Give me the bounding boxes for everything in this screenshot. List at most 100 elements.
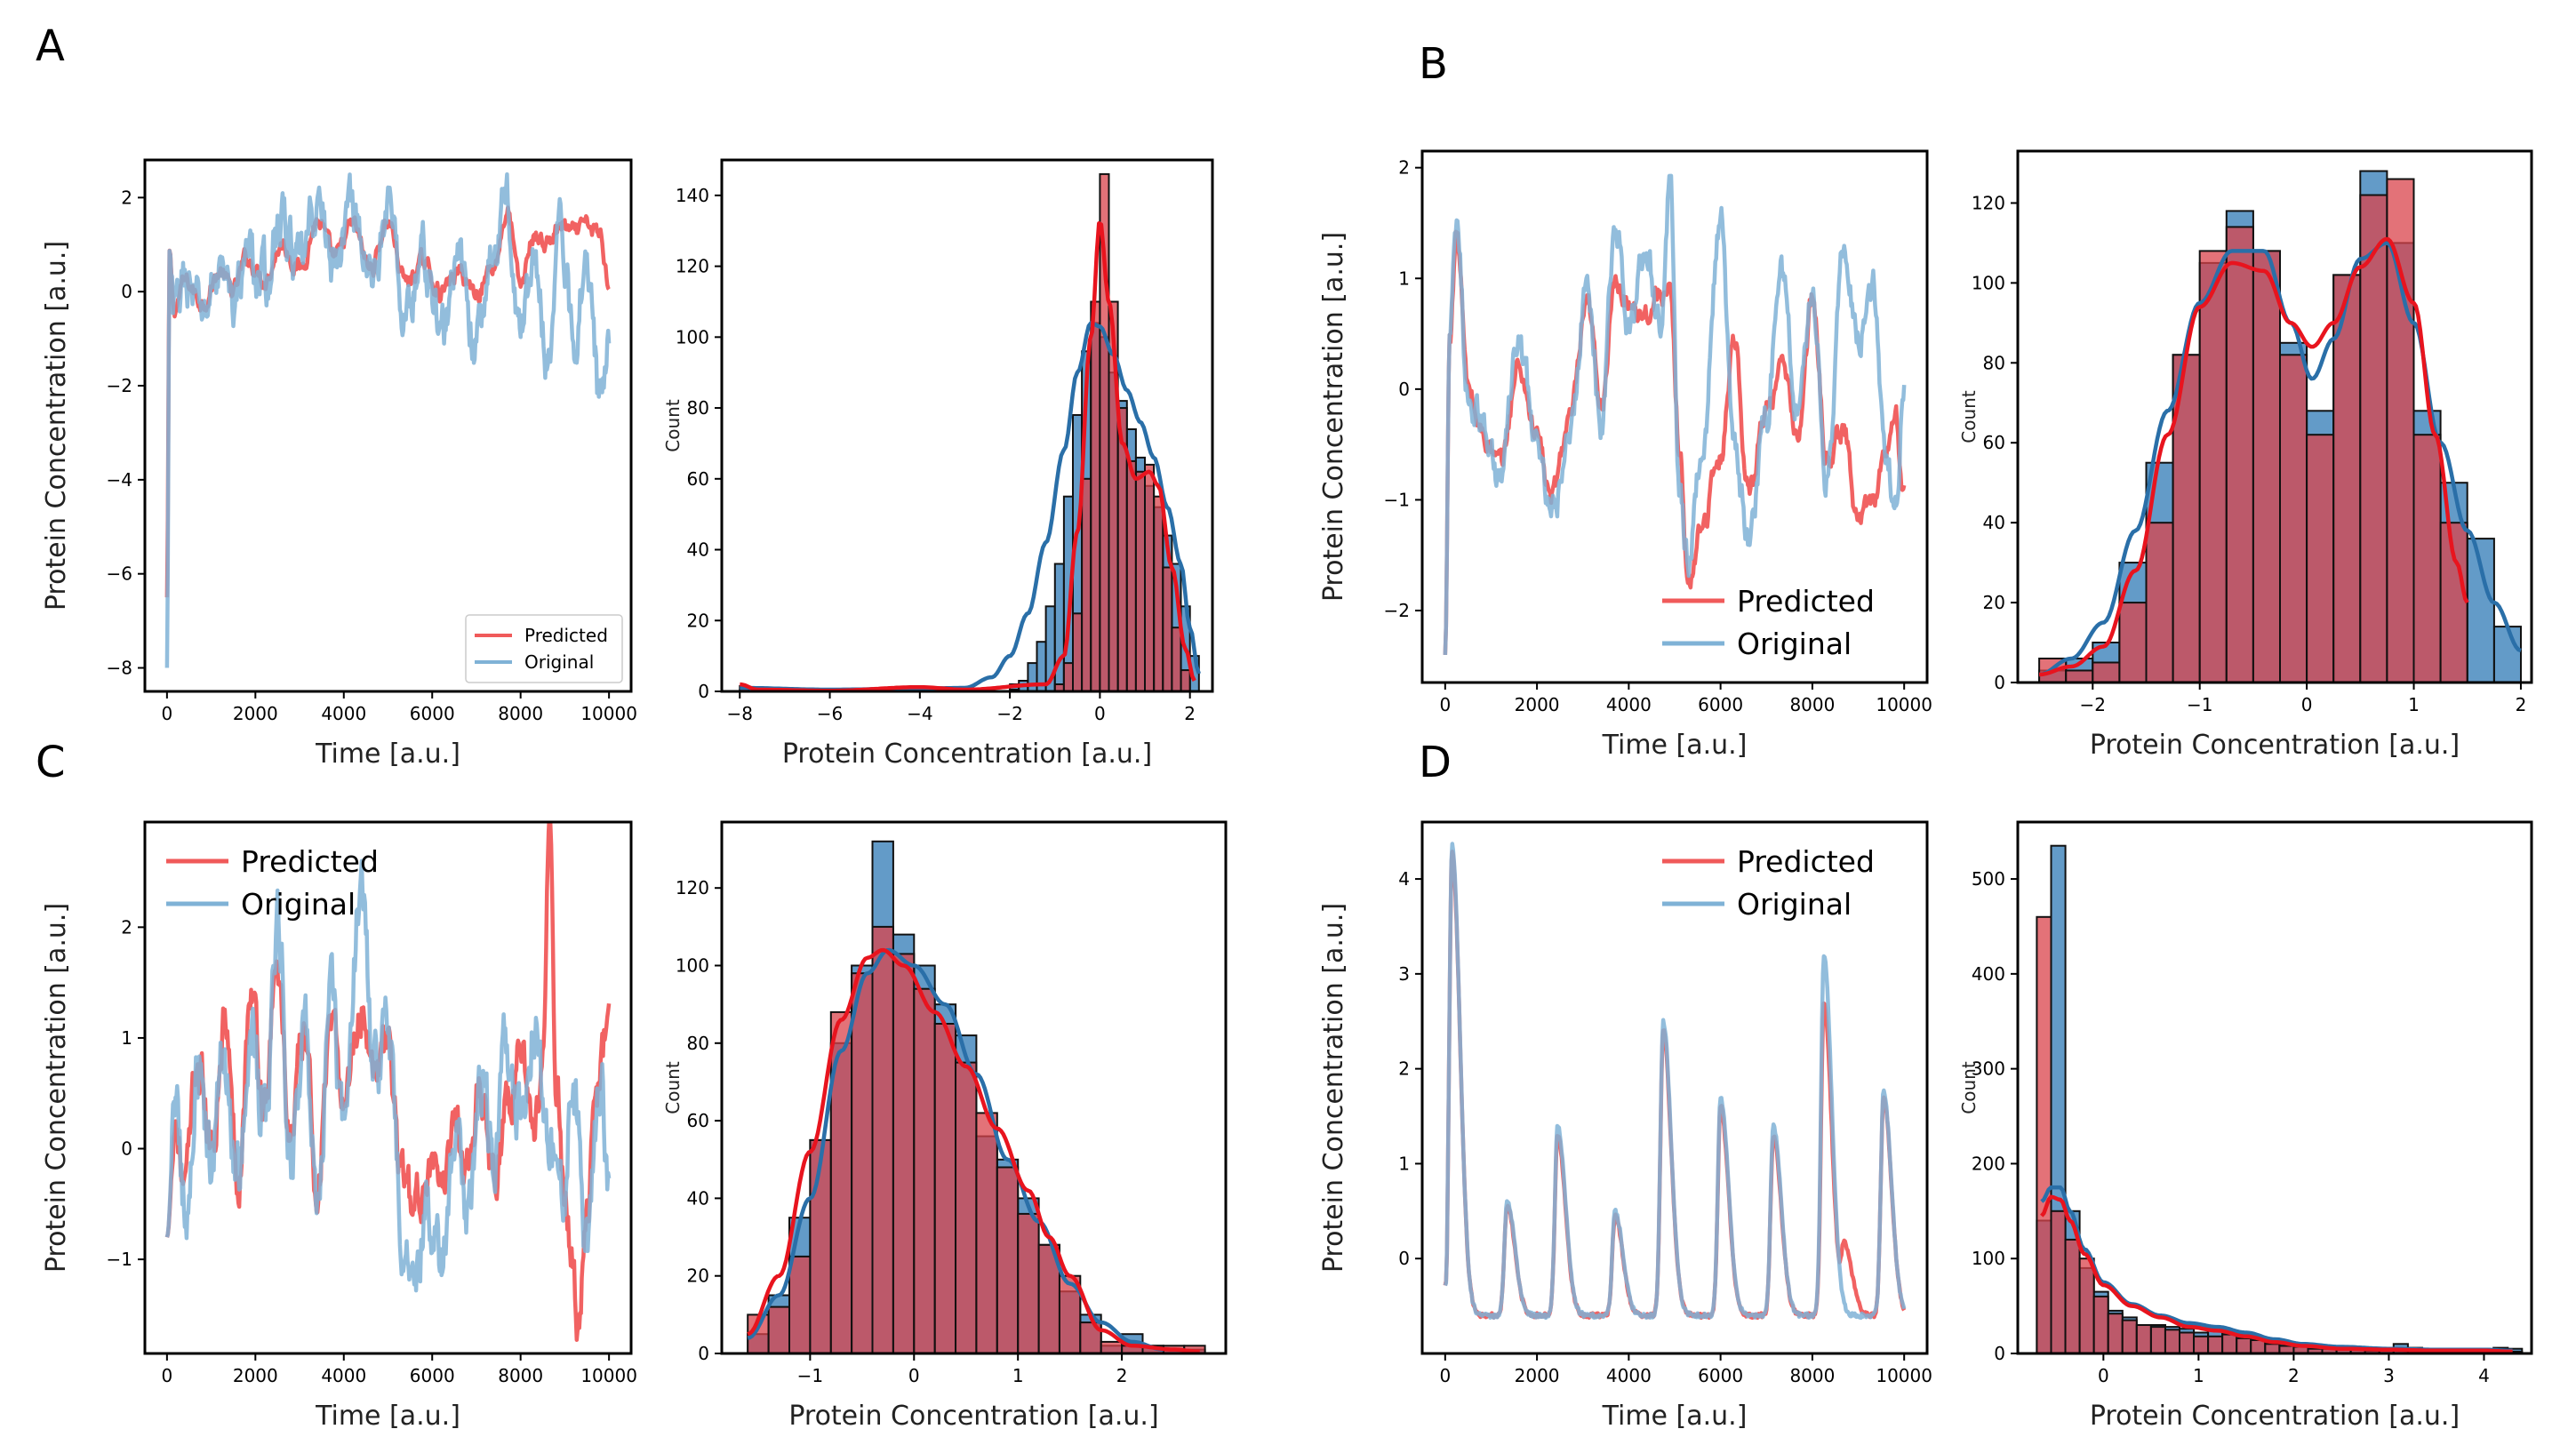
a-hist-bar-predicted — [1162, 566, 1173, 691]
a-time-y-tick-label: 0 — [121, 281, 132, 302]
a-hist-x-axis-label: Protein Concentration [a.u.] — [782, 738, 1152, 770]
b-hist-bar-predicted — [2332, 274, 2362, 683]
b-hist-x-tick-label: 1 — [2408, 694, 2420, 715]
c-time-x-tick-label: 0 — [161, 1365, 172, 1386]
b-hist-bar-predicted — [2306, 434, 2335, 683]
d-hist-bar-predicted — [2221, 1333, 2238, 1353]
b-hist-bar-predicted — [2198, 250, 2228, 683]
c-time-y-axis-label: Protein Concentration [a.u.] — [41, 903, 72, 1273]
a-hist-bar-predicted — [1125, 459, 1137, 691]
chart-c-time-series: 0 2000 4000 6000 8000 10000 −1 0 1 2 Time [a.u.] Pr… — [41, 820, 637, 1432]
b-hist-y-tick-label: 100 — [1972, 272, 2005, 293]
c-hist-y-tick-label: 40 — [687, 1187, 709, 1209]
a-hist-y-tick-label: 120 — [676, 256, 709, 277]
b-hist-bar-predicted — [2279, 354, 2308, 683]
a-hist-y-axis-label: Count — [662, 399, 684, 452]
a-hist-plot-frame — [720, 158, 1214, 693]
d-hist-kde-predicted — [2040, 1194, 2513, 1353]
b-time-y-tick-label: 0 — [1398, 379, 1410, 400]
c-hist-x-tick-label: −1 — [797, 1365, 823, 1386]
a-time-series-predicted — [164, 205, 611, 598]
b-hist-bar-predicted — [2359, 194, 2388, 683]
d-hist-plot-frame — [2016, 820, 2533, 1355]
d-hist-bar-predicted — [2036, 915, 2052, 1353]
d-hist-bar-predicted — [2121, 1319, 2138, 1353]
c-hist-x-tick-label: 1 — [1012, 1365, 1024, 1386]
b-time-y-tick-label: −1 — [1384, 489, 1410, 510]
a-time-legend-label-original: Original — [524, 651, 594, 673]
b-hist-bar-predicted — [2118, 602, 2148, 683]
b-hist-y-tick-label: 60 — [1983, 432, 2005, 453]
b-hist-plot-frame — [2016, 149, 2533, 684]
a-time-legend-label-predicted: Predicted — [524, 625, 608, 646]
a-time-y-tick-label: 2 — [121, 187, 132, 208]
b-time-x-tick-label: 2000 — [1515, 694, 1560, 715]
c-time-series-original — [164, 858, 612, 1293]
a-time-plot-frame — [143, 158, 633, 693]
chart-a-time-series: 0 2000 4000 6000 8000 10000 −8 −6 −4 −2 0 2 Time [a.… — [41, 158, 637, 770]
c-time-x-tick-label: 10000 — [580, 1365, 637, 1386]
c-hist-bar-predicted — [767, 1305, 790, 1353]
b-time-x-tick-label: 8000 — [1789, 694, 1835, 715]
d-hist-bar-predicted — [2107, 1313, 2124, 1353]
a-time-x-axis-label: Time [a.u.] — [315, 738, 460, 770]
a-hist-x-tick-label: −8 — [727, 703, 753, 724]
chart-d-time-series: 0 2000 4000 6000 8000 10000 0 1 2 3 4 Time [a.u.] Pr… — [1318, 820, 1932, 1432]
a-hist-bar-original — [1053, 563, 1065, 691]
a-hist-y-tick-label: 80 — [687, 397, 709, 419]
a-time-y-axis-label: Protein Concentration [a.u.] — [41, 241, 72, 611]
b-time-x-tick-label: 0 — [1439, 694, 1451, 715]
c-hist-y-tick-label: 100 — [676, 955, 709, 977]
b-hist-bar-original — [2492, 626, 2522, 683]
d-hist-bar-predicted — [2064, 1238, 2081, 1353]
b-hist-x-tick-label: −2 — [2080, 694, 2106, 715]
a-hist-y-tick-label: 100 — [676, 326, 709, 347]
b-hist-bar-predicted — [2386, 178, 2415, 683]
d-hist-x-tick-label: 0 — [2098, 1365, 2109, 1386]
c-time-x-tick-label: 6000 — [410, 1365, 455, 1386]
b-hist-bar-predicted — [2145, 522, 2174, 683]
c-time-y-tick-label: 0 — [121, 1138, 132, 1160]
a-time-legend-box — [465, 614, 623, 683]
b-hist-x-tick-label: −1 — [2187, 694, 2212, 715]
d-hist-x-tick-label: 4 — [2478, 1365, 2490, 1386]
a-time-x-tick-label: 2000 — [233, 703, 278, 724]
b-hist-y-tick-label: 40 — [1983, 512, 2005, 533]
a-hist-x-tick-label: −6 — [817, 703, 843, 724]
a-hist-x-tick-label: 0 — [1094, 703, 1106, 724]
a-time-x-tick-label: 4000 — [321, 703, 366, 724]
d-hist-bar-predicted — [2092, 1295, 2109, 1353]
c-hist-plot-frame — [720, 820, 1228, 1355]
a-hist-bar-predicted — [1062, 662, 1075, 691]
d-hist-y-tick-label: 100 — [1972, 1248, 2005, 1269]
a-time-x-tick-label: 10000 — [580, 703, 637, 724]
a-hist-y-tick-label: 20 — [687, 610, 709, 631]
b-time-y-tick-label: 1 — [1398, 267, 1410, 289]
a-hist-bar-original — [1027, 662, 1038, 691]
a-hist-bar-predicted — [1180, 669, 1191, 691]
b-hist-bar-predicted — [2412, 434, 2442, 683]
a-hist-x-tick-label: −2 — [996, 703, 1022, 724]
d-hist-y-tick-label: 500 — [1972, 868, 2005, 890]
a-time-y-tick-label: −4 — [107, 469, 132, 491]
b-time-plot-frame — [1420, 149, 1929, 684]
a-hist-bar-predicted — [1081, 477, 1092, 691]
c-hist-bar-predicted — [788, 1255, 812, 1353]
c-time-x-tick-label: 4000 — [321, 1365, 366, 1386]
b-time-x-axis-label: Time [a.u.] — [1602, 730, 1748, 761]
d-hist-y-tick-label: 400 — [1972, 963, 2005, 985]
d-time-y-axis-label: Protein Concentration [a.u.] — [1318, 903, 1349, 1273]
d-time-x-tick-label: 8000 — [1789, 1365, 1835, 1386]
a-time-series-original — [164, 172, 612, 668]
a-hist-y-tick-label: 140 — [676, 185, 709, 206]
d-time-legend-label-original: Original — [1737, 887, 1852, 922]
d-hist-bar-predicted — [2193, 1335, 2210, 1353]
a-time-x-tick-label: 8000 — [498, 703, 543, 724]
c-hist-bar-predicted — [871, 925, 894, 1353]
d-hist-x-tick-label: 2 — [2288, 1365, 2300, 1386]
d-time-x-tick-label: 10000 — [1876, 1365, 1932, 1386]
b-time-y-axis-label: Protein Concentration [a.u.] — [1318, 232, 1349, 602]
